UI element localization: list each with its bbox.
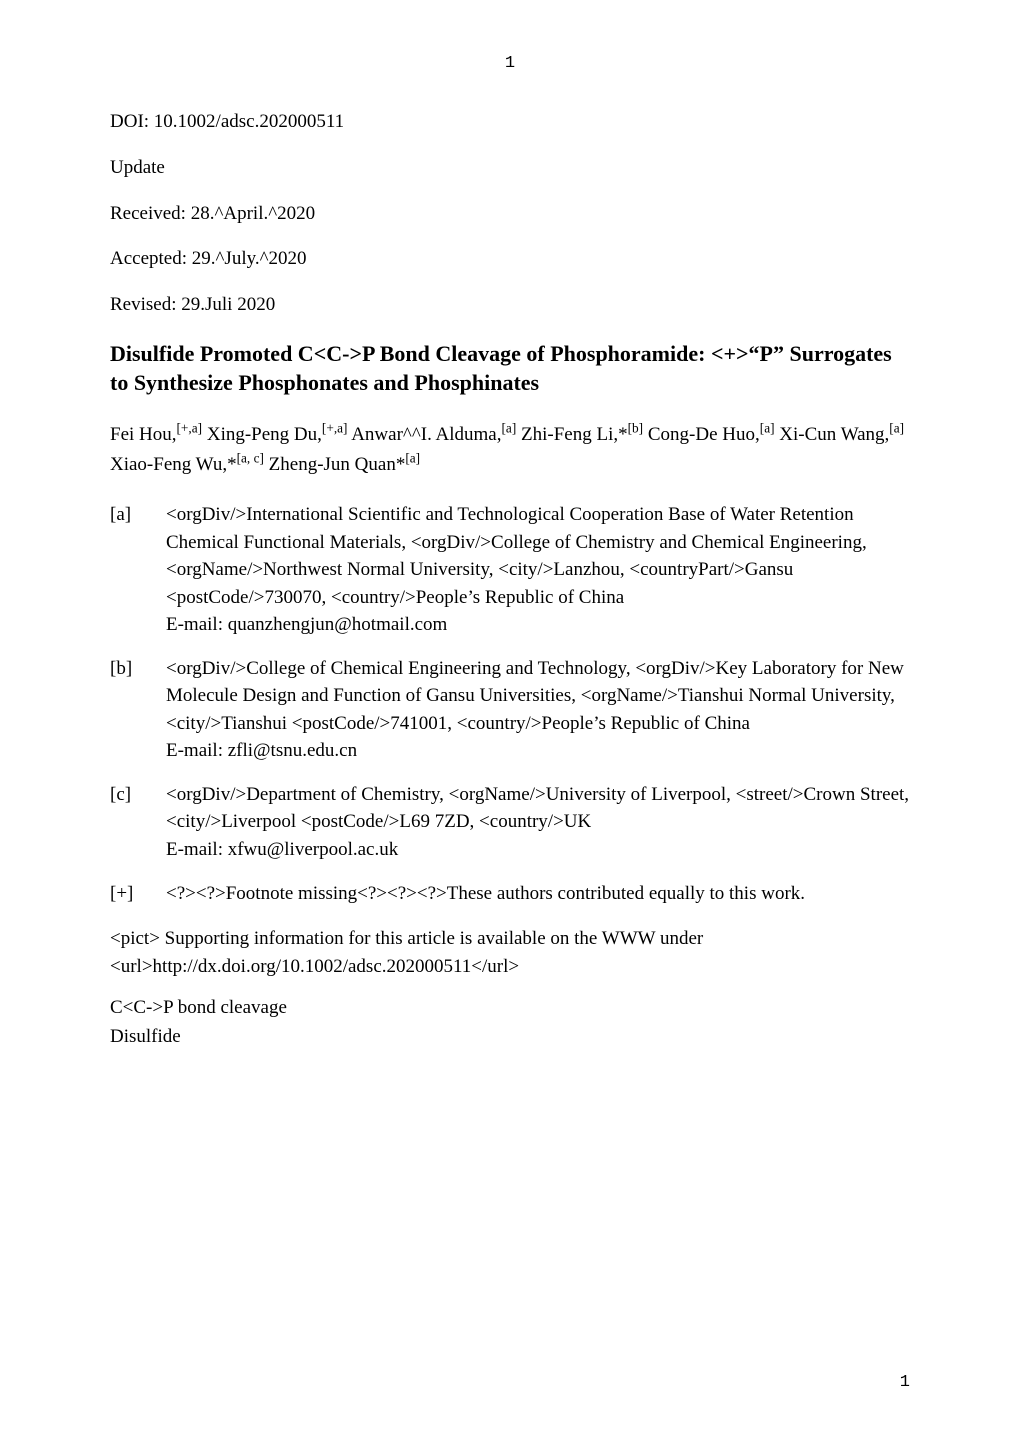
doi-line: DOI: 10.1002/adsc.202000511 (110, 110, 910, 134)
keyword-1: C<C->P bond cleavage (110, 996, 910, 1021)
affiliation-plus: [+] <?><?>Footnote missing<?><?><?>These… (110, 880, 910, 908)
accepted-line: Accepted: 29.^July.^2020 (110, 247, 910, 271)
supporting-info: <pict> Supporting information for this a… (110, 925, 910, 980)
article-type: Update (110, 156, 910, 180)
affiliation-a: [a] <orgDiv/>International Scientific an… (110, 501, 910, 639)
page-header-number: 1 (0, 54, 1020, 73)
affiliation-body: <orgDiv/>Department of Chemistry, <orgNa… (166, 781, 910, 864)
affiliation-body: <orgDiv/>College of Chemical Engineering… (166, 655, 910, 765)
affiliation-b: [b] <orgDiv/>College of Chemical Enginee… (110, 655, 910, 765)
affiliation-label: [+] (110, 880, 166, 908)
page: 1 DOI: 10.1002/adsc.202000511 Update Rec… (0, 0, 1020, 1442)
keyword-2: Disulfide (110, 1025, 910, 1050)
affiliation-body: <?><?>Footnote missing<?><?><?>These aut… (166, 880, 910, 908)
affiliation-label: [c] (110, 781, 166, 809)
affiliation-body: <orgDiv/>International Scientific and Te… (166, 501, 910, 639)
page-footer-number: 1 (900, 1373, 910, 1392)
affiliation-label: [a] (110, 501, 166, 529)
revised-line: Revised: 29.Juli 2020 (110, 293, 910, 317)
author-list: Fei Hou,[+,a] Xing-Peng Du,[+,a] Anwar^^… (110, 420, 910, 479)
affiliation-label: [b] (110, 655, 166, 683)
supporting-info-body: <pict> Supporting information for this a… (110, 925, 910, 980)
received-line: Received: 28.^April.^2020 (110, 202, 910, 226)
article-title: Disulfide Promoted C<C->P Bond Cleavage … (110, 339, 910, 398)
affiliation-c: [c] <orgDiv/>Department of Chemistry, <o… (110, 781, 910, 864)
